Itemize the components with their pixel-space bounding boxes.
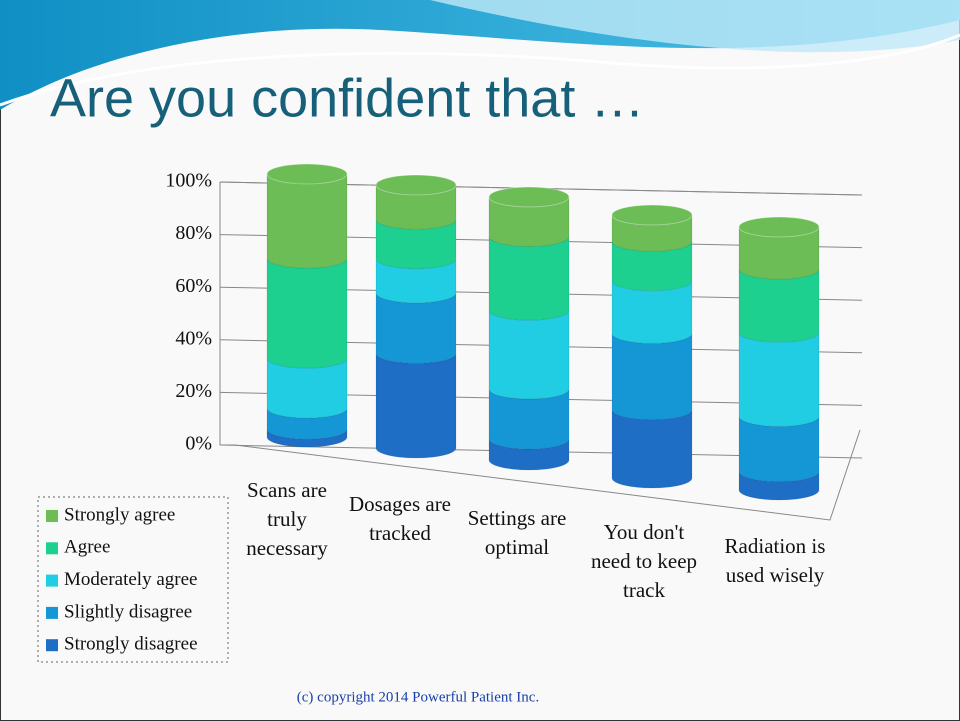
cylinder-segment	[488, 309, 570, 400]
y-tick-label: 0%	[185, 433, 212, 455]
x-tick-label: Dosages are tracked	[348, 492, 452, 545]
legend-label: Moderately agree	[64, 569, 197, 590]
cylinder-segment	[488, 236, 570, 321]
y-tick-label: 80%	[175, 222, 212, 244]
cylinder-segment	[611, 333, 693, 421]
legend-label: Agree	[64, 537, 110, 558]
cylinder-segment	[375, 353, 457, 459]
cylinder-top	[266, 163, 348, 185]
x-tick-label: You don't need to keep track	[590, 520, 698, 602]
y-tick-label: 100%	[165, 170, 212, 192]
legend-swatch	[46, 606, 58, 619]
cylinder-top	[375, 174, 457, 196]
legend-selection	[37, 496, 229, 663]
header-wave-light	[430, 0, 960, 53]
legend-swatch	[46, 639, 58, 652]
legend-label: Strongly disagree	[64, 634, 198, 655]
legend-label: Slightly disagree	[64, 601, 192, 622]
x-tick-label: Scans are truly necessary	[246, 478, 328, 560]
cylinder-segment	[266, 258, 348, 369]
legend-label: Strongly agree	[64, 504, 175, 525]
header-line	[0, 33, 960, 107]
legend-swatch	[46, 574, 58, 587]
footer: (c) copyright 2014 Powerful Patient Inc.	[297, 689, 539, 705]
cylinder-top	[488, 186, 570, 208]
cylinder-segment	[266, 173, 348, 269]
y-tick-label: 60%	[175, 275, 212, 297]
slide-title: Are you confident that …	[50, 68, 644, 128]
cylinder-segment	[738, 268, 820, 343]
x-tick-label: Radiation is used wisely	[724, 534, 826, 587]
y-tick-label: 20%	[175, 380, 212, 402]
x-tick-label: Settings are optimal	[467, 506, 567, 559]
y-tick-label: 40%	[175, 327, 212, 349]
legend-swatch	[46, 510, 58, 522]
cylinder-segment	[611, 409, 693, 489]
cylinder-segment	[375, 292, 457, 364]
cylinder-top	[738, 216, 820, 238]
cylinder-segment	[738, 332, 820, 427]
cylinder-top	[611, 204, 693, 226]
legend-swatch	[46, 542, 58, 555]
